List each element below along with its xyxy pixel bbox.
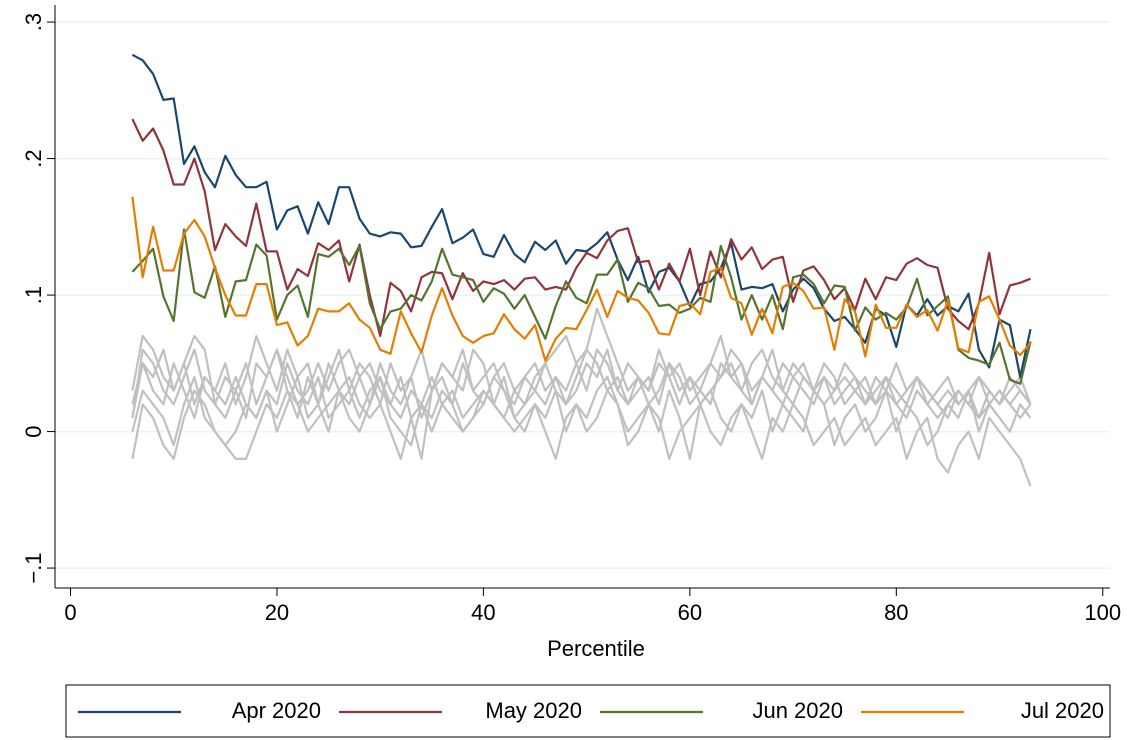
y-tick-label: −.1 [21,552,46,583]
background-line [131,348,1032,419]
background-line [131,375,1032,487]
x-tick-label: 60 [678,600,702,625]
x-tick-label: 40 [471,600,495,625]
x-tick-label: 20 [265,600,289,625]
y-tick-label: .2 [21,149,46,167]
x-tick-label: 0 [64,600,76,625]
x-tick-label: 80 [884,600,908,625]
background-line [131,307,1032,460]
series-line [131,53,1032,379]
y-tick-label: .3 [21,13,46,31]
x-axis-label: Percentile [547,636,645,661]
legend-label: May 2020 [485,698,582,723]
series-line [131,118,1031,338]
background-line [131,348,1032,419]
legend-label: Apr 2020 [232,698,321,723]
x-tick-label: 100 [1084,600,1121,625]
background-line [131,375,1032,460]
legend-label: Jul 2020 [1021,698,1104,723]
legend-label: Jun 2020 [752,698,843,723]
y-tick-label: .1 [21,286,46,304]
series-line [131,196,1032,362]
y-tick-label: 0 [21,425,46,437]
